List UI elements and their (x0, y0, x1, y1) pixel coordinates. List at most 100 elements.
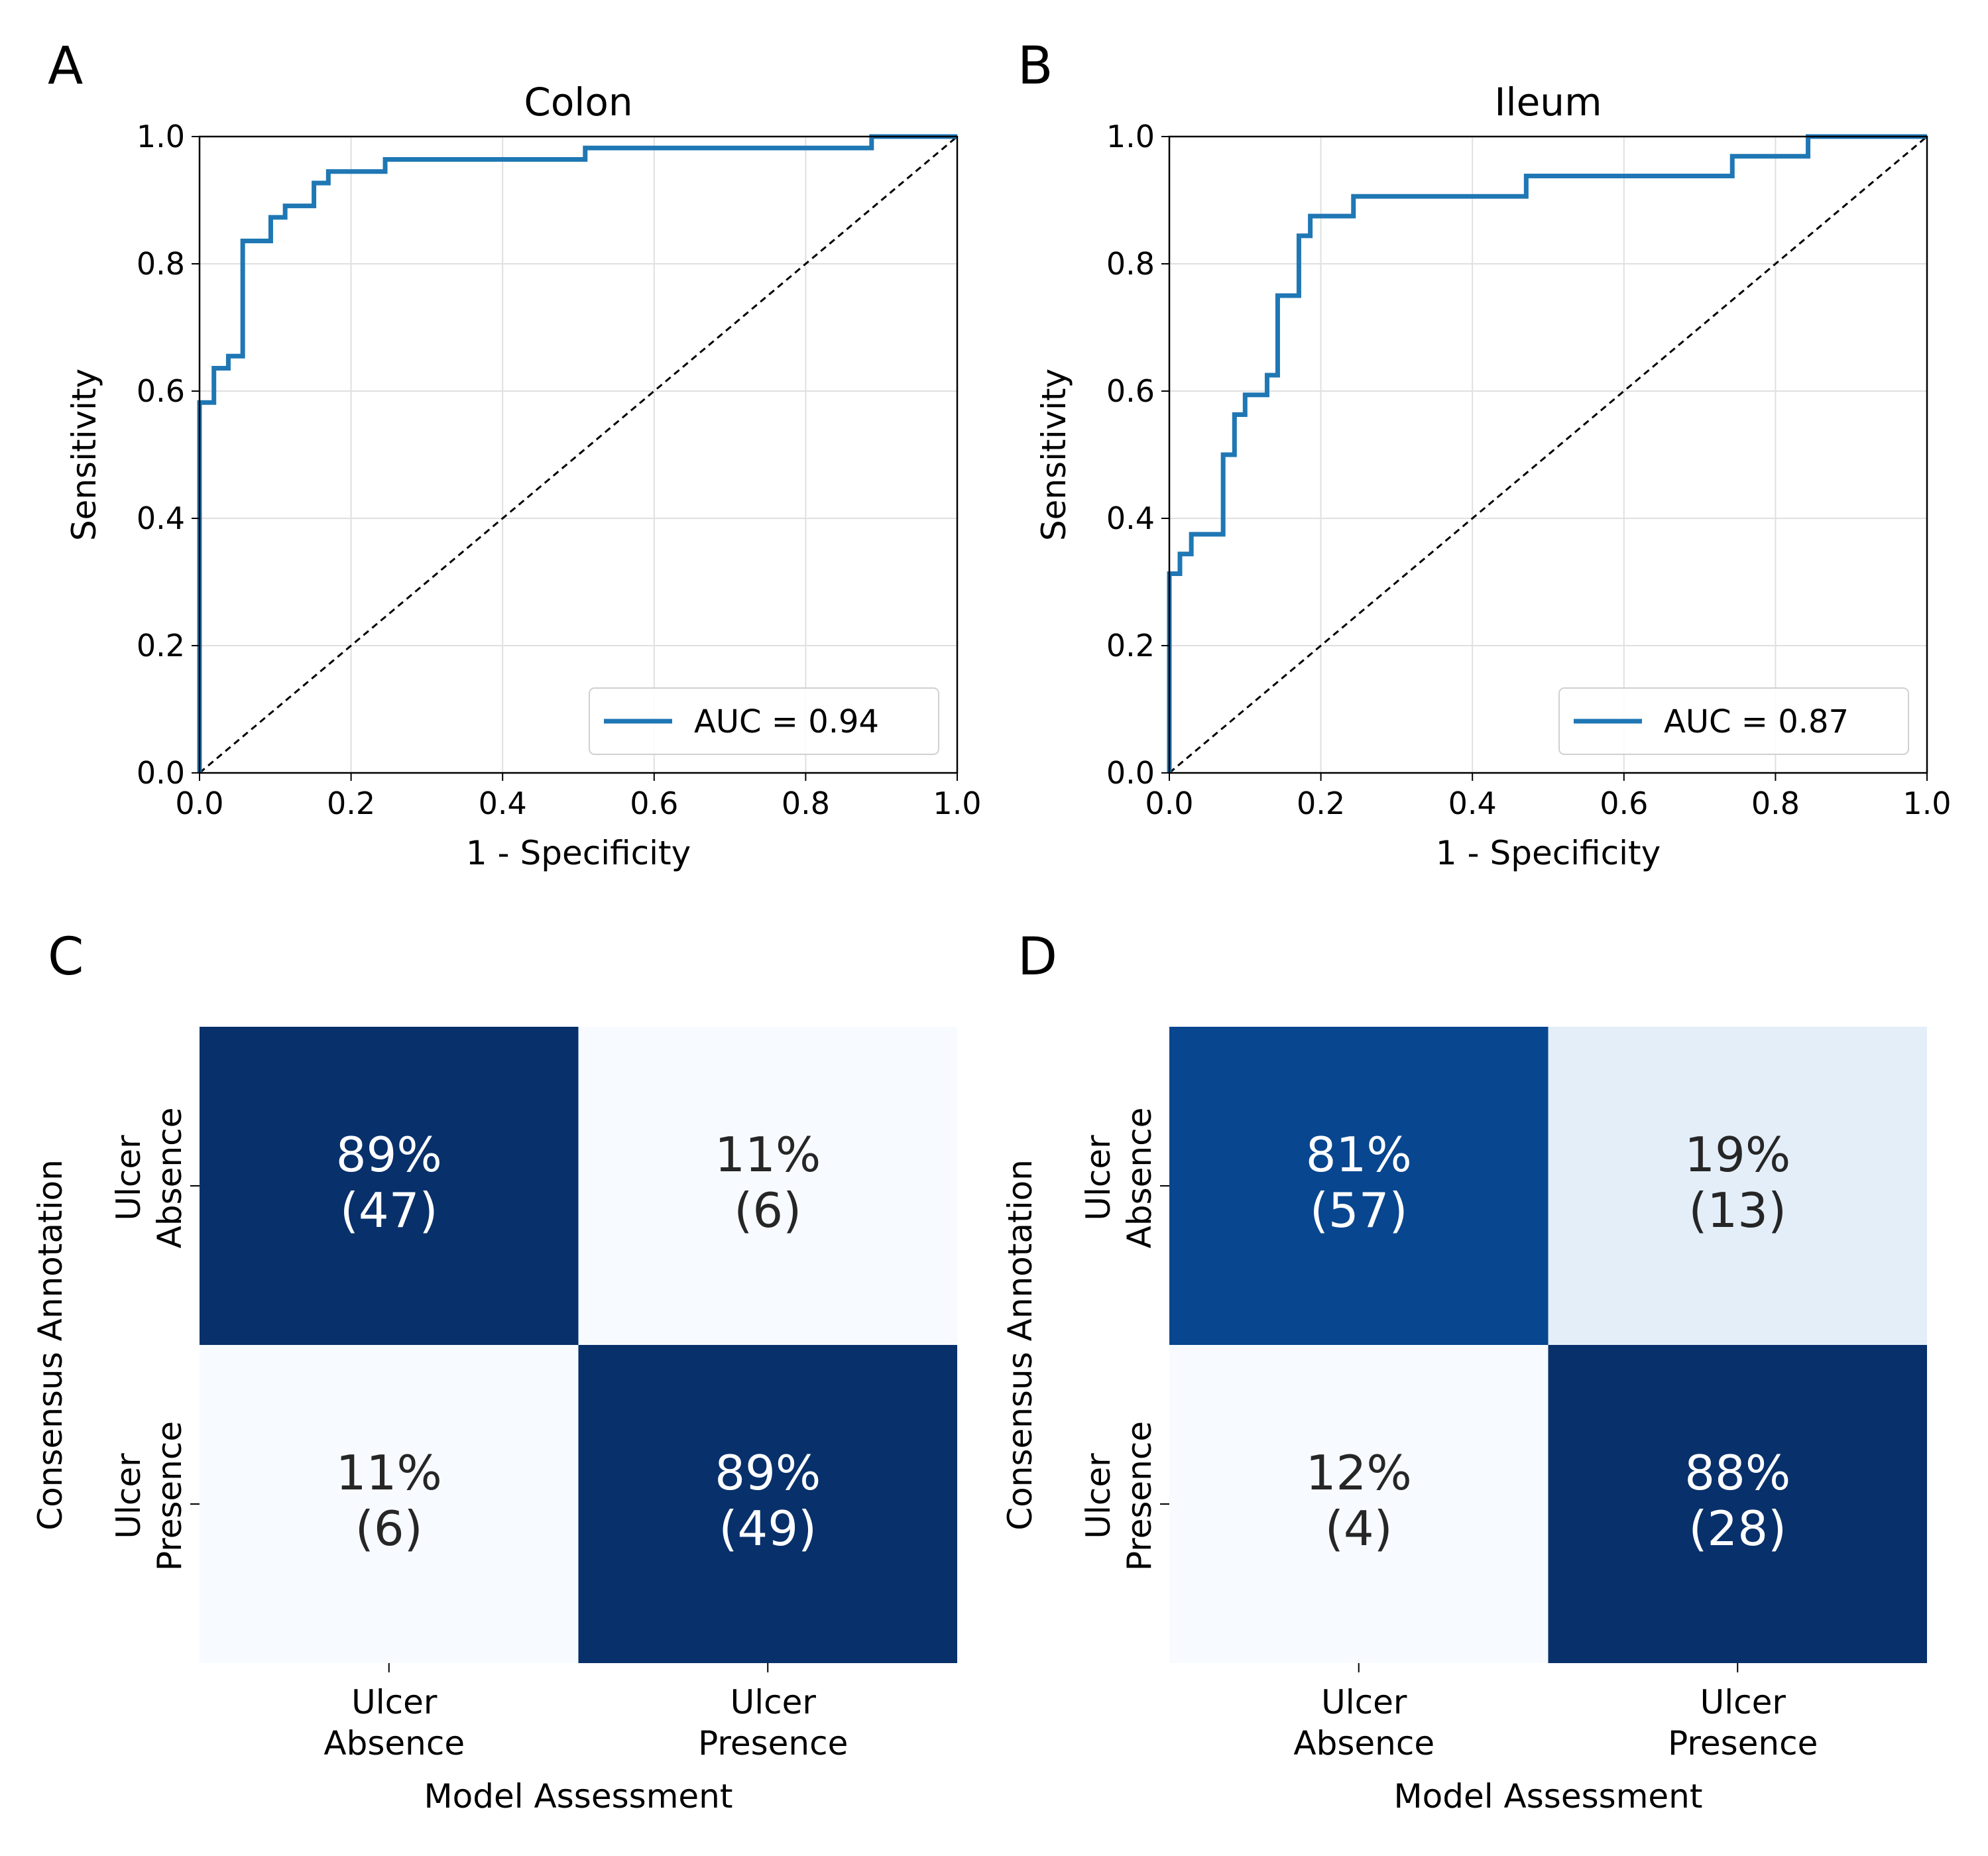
x-tick-label: 0.6 (1600, 785, 1648, 821)
axis-ticks: 0.0 0.2 0.4 0.6 0.8 1.0 0.0 0.2 0.4 0.6 0.8 1.0 (137, 119, 982, 821)
y-tick-label: Ulcer (109, 1453, 148, 1539)
cell-percent-label: 81% (1306, 1127, 1412, 1183)
cell-percent-label: 89% (715, 1445, 821, 1501)
y-tick-label: Presence (1120, 1421, 1159, 1571)
x-tick-label: 0.4 (479, 785, 527, 821)
cell-count-label: (4) (1325, 1501, 1393, 1556)
chance-diagonal-line (199, 135, 958, 774)
axis-ticks: 0.0 0.2 0.4 0.6 0.8 1.0 0.0 0.2 0.4 0.6 0.8 1.0 (1106, 119, 1952, 821)
x-tick-label: Ulcer (731, 1683, 817, 1721)
x-tick-label: 1.0 (933, 785, 981, 821)
cell-count-label: (47) (340, 1183, 438, 1238)
cell-percent-label: 19% (1684, 1127, 1790, 1183)
y-tick-label: 1.0 (137, 119, 185, 154)
heatmap-cell (578, 1345, 957, 1663)
heatmap-cells: 81%(57) 19%(13) 12%(4) 88%(28) (1169, 1027, 1927, 1663)
panel-letter-b: B (1018, 36, 1053, 96)
x-tick-label: Presence (1668, 1724, 1818, 1763)
x-tick-label: Ulcer (1700, 1683, 1786, 1721)
x-axis-label: Model Assessment (424, 1777, 733, 1816)
y-axis-label: Sensitivity (65, 369, 103, 541)
cell-percent-label: 11% (715, 1127, 821, 1183)
heatmap-cell (200, 1345, 579, 1663)
x-tick-label: 0.8 (782, 785, 830, 821)
cell-count-label: (57) (1310, 1183, 1408, 1238)
y-tick-label: 0.8 (137, 246, 185, 282)
x-tick-label: 1.0 (1902, 785, 1951, 821)
roc-chart-ileum: 0.0 0.2 0.4 0.6 0.8 1.0 0.0 0.2 0.4 0.6 0.8 1.0 Ile… (1035, 80, 1952, 872)
x-axis-label: 1 - Specificity (1436, 834, 1661, 872)
y-tick-label: 0.8 (1106, 246, 1155, 282)
roc-curve-line (1167, 134, 1927, 773)
heatmap-cell (1548, 1345, 1927, 1663)
chance-diagonal-line (1169, 135, 1928, 774)
x-tick-label: Ulcer (351, 1683, 438, 1721)
x-tick-label: Absence (323, 1724, 465, 1763)
y-tick-label: 0.4 (1106, 500, 1155, 536)
y-tick-label: Ulcer (109, 1135, 148, 1221)
legend: AUC = 0.87 (1558, 687, 1909, 755)
cell-count-label: (49) (719, 1501, 817, 1556)
cell-count-label: (6) (355, 1501, 423, 1556)
grid-lines (199, 136, 958, 774)
cell-count-label: (6) (734, 1183, 801, 1238)
y-tick-label: 0.2 (1106, 628, 1155, 664)
legend-box (589, 687, 939, 755)
x-axis-label: Model Assessment (1394, 1777, 1703, 1816)
heatmap-cell (1169, 1345, 1549, 1663)
x-tick-label: 0.0 (175, 785, 223, 821)
x-tick-label: Ulcer (1321, 1683, 1407, 1721)
y-axis-label: Consensus Annotation (1001, 1159, 1039, 1531)
cell-count-label: (28) (1688, 1501, 1786, 1556)
cell-percent-label: 11% (336, 1445, 442, 1501)
heatmap-cell (1548, 1027, 1927, 1345)
y-tick-label: 0.6 (137, 373, 185, 409)
panel-letter-c: C (48, 927, 84, 987)
axes-frame (1168, 135, 1928, 774)
x-tick-label: 0.2 (327, 785, 375, 821)
cell-percent-label: 12% (1306, 1445, 1412, 1501)
y-tick-label: 1.0 (1106, 119, 1155, 154)
y-axis-label: Consensus Annotation (31, 1159, 70, 1531)
x-axis-label: 1 - Specificity (466, 834, 691, 872)
x-tick-label: 0.2 (1297, 785, 1345, 821)
chart-title: Colon (524, 80, 632, 125)
y-tick-label: 0.2 (137, 628, 185, 664)
y-tick-label: Absence (1120, 1108, 1159, 1249)
legend-entry: AUC = 0.87 (1664, 703, 1849, 740)
x-tick-label: 0.6 (630, 785, 678, 821)
y-tick-label: 0.0 (1106, 755, 1155, 791)
y-tick-label: Absence (150, 1108, 189, 1249)
legend-box (1558, 687, 1909, 755)
chart-title: Ileum (1494, 80, 1602, 125)
cell-count-label: (13) (1688, 1183, 1786, 1238)
panel-letter-d: D (1018, 927, 1057, 987)
x-tick-label: 0.0 (1145, 785, 1193, 821)
roc-chart-colon: 0.0 0.2 0.4 0.6 0.8 1.0 0.0 0.2 0.4 0.6 0.8 1.0 Col… (65, 80, 982, 872)
y-tick-label: 0.6 (1106, 373, 1155, 409)
roc-curve-line (197, 134, 957, 773)
y-tick-label: 0.4 (137, 500, 185, 536)
axes-frame (198, 135, 959, 774)
legend-entry: AUC = 0.94 (694, 703, 879, 740)
heatmap-cell (200, 1027, 579, 1345)
heatmap-cells: 89%(47)11%(6)11%(6)89%(49) (200, 1027, 957, 1663)
x-tick-label: 0.8 (1751, 785, 1800, 821)
legend: AUC = 0.94 (589, 687, 939, 755)
y-axis-label: Sensitivity (1035, 369, 1073, 541)
cell-percent-label: 88% (1684, 1445, 1790, 1501)
y-tick-label: Ulcer (1079, 1453, 1118, 1539)
confusion-matrix-ileum: 81%(57)19%(13)12%(4)88%(28) UlcerAbsence… (1001, 1027, 1927, 1816)
confusion-matrix-colon: 89%(47)11%(6)11%(6)89%(49) UlcerAbsenceU… (31, 1027, 957, 1816)
y-tick-label: Presence (150, 1421, 189, 1571)
x-tick-label: Absence (1293, 1724, 1434, 1763)
x-tick-label: 0.4 (1448, 785, 1497, 821)
heatmap-cell (1169, 1027, 1549, 1345)
y-tick-label: 0.0 (137, 755, 185, 791)
heatmap-cell (578, 1027, 957, 1345)
x-tick-label: Presence (698, 1724, 848, 1763)
y-tick-label: Ulcer (1079, 1135, 1118, 1221)
